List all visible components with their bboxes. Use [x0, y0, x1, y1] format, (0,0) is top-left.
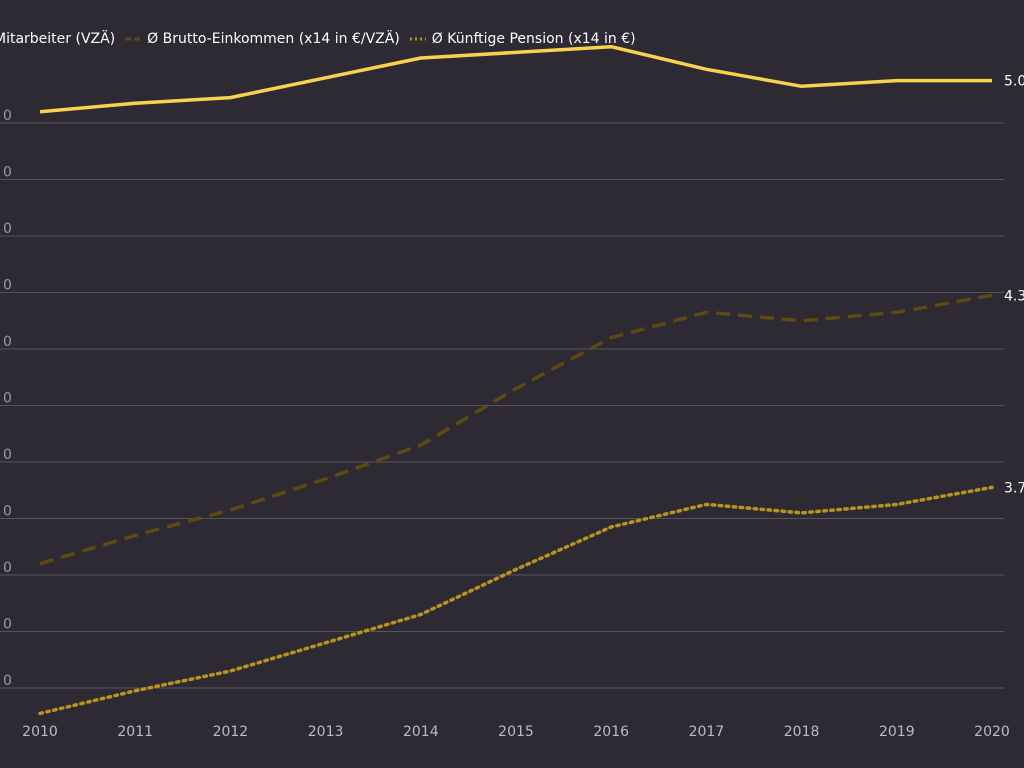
- series-end-label: 4.3: [1004, 288, 1024, 304]
- x-tick-label: 2011: [117, 724, 153, 740]
- series-line-1: [39, 293, 993, 566]
- legend-item-mitarbeiter[interactable]: Mitarbeiter (VZÄ): [0, 31, 115, 47]
- legend-label-kuenftige-pension: Ø Künftige Pension (x14 in €): [431, 31, 636, 47]
- y-tick-label: 0: [3, 165, 12, 181]
- x-tick-label: 2020: [974, 724, 1010, 740]
- x-tick-label: 2014: [403, 724, 439, 740]
- legend-label-brutto-einkommen: Ø Brutto-Einkommen (x14 in €/VZÄ): [147, 31, 400, 47]
- y-tick-label: 0: [3, 504, 12, 520]
- y-tick-label: 0: [3, 391, 12, 407]
- y-tick-label: 0: [3, 560, 12, 576]
- legend-item-brutto-einkommen[interactable]: Ø Brutto-Einkommen (x14 in €/VZÄ): [125, 31, 400, 47]
- y-tick-label: 0: [3, 221, 12, 237]
- y-tick-label: 0: [3, 108, 12, 124]
- series-line-0: [39, 44, 992, 114]
- x-tick-label: 2010: [22, 724, 58, 740]
- x-tick-label: 2013: [308, 724, 344, 740]
- x-tick-label: 2017: [689, 724, 725, 740]
- x-tick-label: 2012: [213, 724, 249, 740]
- y-tick-label: 0: [3, 617, 12, 633]
- legend: Mitarbeiter (VZÄ) Ø Brutto-Einkommen (x1…: [0, 29, 646, 49]
- x-tick-label: 2016: [593, 724, 629, 740]
- y-tick-label: 0: [3, 673, 12, 689]
- series-end-label: 5.0: [1004, 74, 1024, 90]
- y-tick-label: 0: [3, 278, 12, 294]
- y-tick-label: 0: [3, 334, 12, 350]
- x-tick-label: 2019: [879, 724, 915, 740]
- legend-swatch-dashed: [125, 37, 142, 41]
- x-tick-label: 2015: [498, 724, 534, 740]
- x-tick-label: 2018: [784, 724, 820, 740]
- series-end-label: 3.7: [1004, 480, 1024, 496]
- legend-label-mitarbeiter: Mitarbeiter (VZÄ): [0, 31, 116, 47]
- legend-item-kuenftige-pension[interactable]: Ø Künftige Pension (x14 in €): [409, 31, 636, 47]
- y-tick-label: 0: [3, 447, 12, 463]
- series-line-2: [38, 485, 994, 716]
